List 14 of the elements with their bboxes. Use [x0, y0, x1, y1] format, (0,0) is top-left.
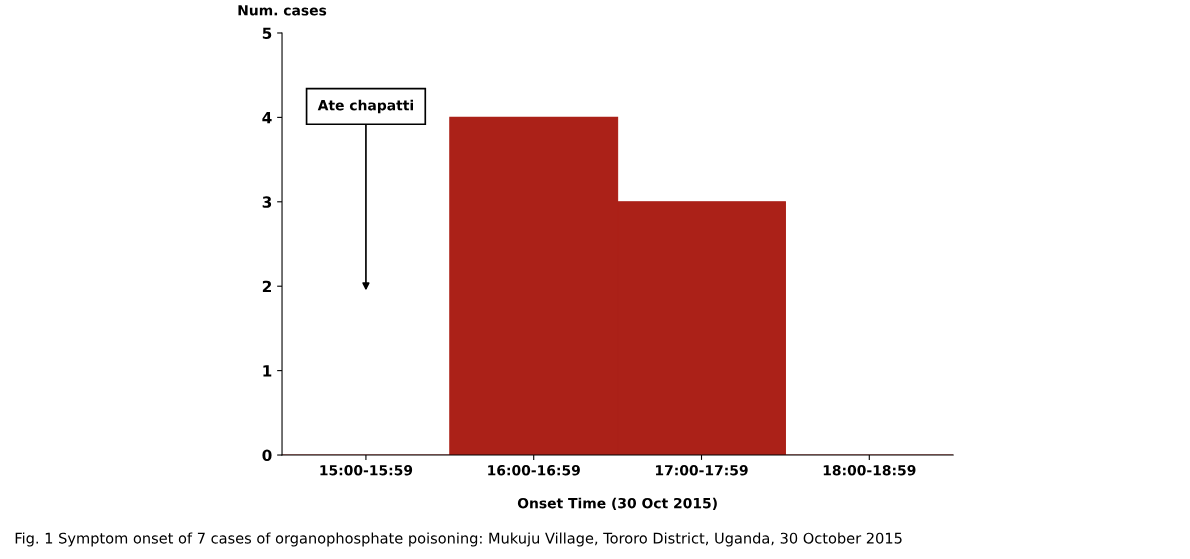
x-tick-label: 17:00-17:59 — [655, 464, 748, 476]
y-axis-title: Num. cases — [238, 5, 327, 16]
caption: Fig. 1 Symptom onset of 7 cases of organophosphate poisoning: Mukuju Village, Tororo District, Uganda, 30 October 2015 — [15, 532, 902, 547]
y-tick-label: 2 — [262, 280, 271, 293]
y-tick-label: 5 — [262, 27, 272, 39]
y-tick-label: 3 — [262, 196, 272, 208]
y-tick-label: 1 — [263, 365, 272, 377]
x-axis-title: Onset Time (30 Oct 2015) — [517, 497, 717, 511]
x-tick-label: 18:00-18:59 — [823, 464, 916, 476]
x-tick-label: 16:00-16:59 — [488, 464, 580, 476]
y-tick-label: 0 — [262, 449, 272, 462]
annotation: Ate chapatti — [317, 99, 413, 114]
y-tick-label: 4 — [262, 112, 272, 124]
x-tick-label: 15:00-15:59 — [320, 464, 413, 476]
